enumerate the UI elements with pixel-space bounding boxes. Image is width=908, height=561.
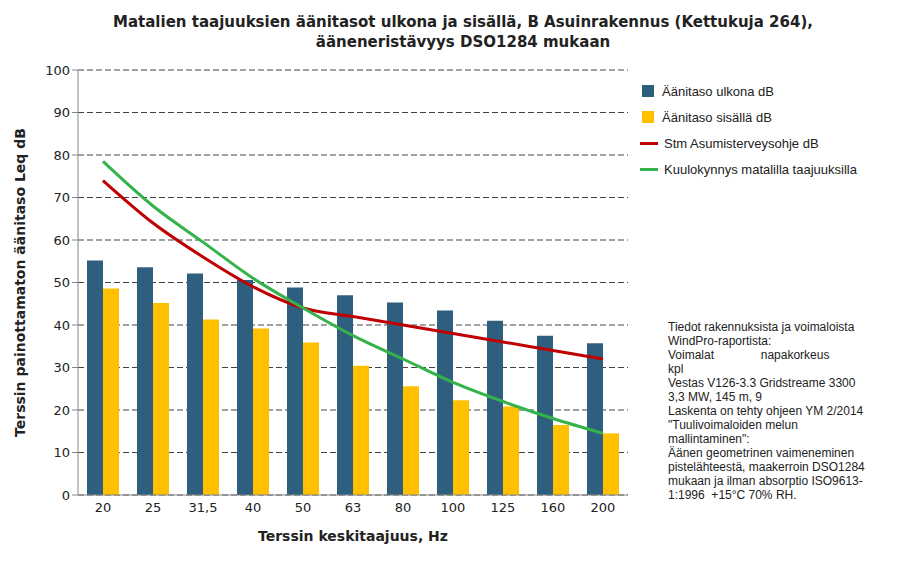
svg-text:10: 10	[53, 445, 70, 460]
svg-text:200: 200	[591, 500, 616, 515]
svg-text:Terssin painottamaton äänitaso: Terssin painottamaton äänitaso Leq dB	[12, 128, 28, 437]
svg-text:80: 80	[53, 148, 70, 163]
html-text:Stm Asumisterveysohje dB: Stm Asumisterveysohje dB	[664, 135, 819, 151]
svg-text:100: 100	[441, 500, 466, 515]
html-text:Laskenta on tehty ohjeen YM 2/: Laskenta on tehty ohjeen YM 2/2014	[668, 404, 864, 418]
html-text:Kuulokynnys matalilla taajuuks: Kuulokynnys matalilla taajuuksilla	[664, 161, 857, 177]
svg-text:30: 30	[53, 360, 70, 375]
html-text:1:1996 +15°C 70% RH.: 1:1996 +15°C 70% RH.	[668, 488, 797, 502]
svg-text:80: 80	[395, 500, 412, 515]
svg-text:0: 0	[62, 488, 70, 503]
svg-text:60: 60	[53, 233, 70, 248]
html-text:Äänitaso sisällä dB: Äänitaso sisällä dB	[662, 109, 772, 125]
html-text:3,3 MW, 145 m, 9: 3,3 MW, 145 m, 9	[668, 390, 762, 404]
svg-text:31,5: 31,5	[189, 500, 218, 515]
html-text:mallintaminen":: mallintaminen":	[668, 432, 750, 446]
svg-text:Terssin keskitaajuus, Hz: Terssin keskitaajuus, Hz	[258, 528, 448, 544]
html-text:Äänen geometrinen vaimeneminen: Äänen geometrinen vaimeneminen	[668, 446, 855, 460]
html-text:Tiedot rakennuksista ja voimal: Tiedot rakennuksista ja voimaloista	[668, 320, 855, 334]
html-text:WindPro-raportista:: WindPro-raportista:	[668, 334, 772, 348]
html-text:mukaan ja ilman absorptio ISO9: mukaan ja ilman absorptio ISO9613-	[668, 474, 863, 488]
html-text:Vestas V126-3.3 Gridstreame 33: Vestas V126-3.3 Gridstreame 3300	[668, 376, 856, 390]
svg-text:70: 70	[53, 190, 70, 205]
html-text:Äänitaso ulkona dB: Äänitaso ulkona dB	[662, 83, 774, 99]
html-text:Matalien taajuuksien äänitasot: Matalien taajuuksien äänitasot ulkona ja…	[113, 13, 813, 51]
svg-text:25: 25	[145, 500, 162, 515]
svg-text:125: 125	[491, 500, 516, 515]
svg-text:160: 160	[541, 500, 566, 515]
html-text:Voimalat napakorkeus: Voimalat napakorkeus	[668, 348, 830, 362]
svg-text:50: 50	[53, 275, 70, 290]
svg-text:50: 50	[295, 500, 312, 515]
svg-text:40: 40	[53, 318, 70, 333]
svg-text:20: 20	[53, 403, 70, 418]
html-text:pistelähteestä, maakerroin DSO: pistelähteestä, maakerroin DSO1284	[668, 460, 865, 474]
svg-text:40: 40	[245, 500, 262, 515]
svg-text:63: 63	[345, 500, 362, 515]
svg-text:100: 100	[45, 63, 70, 78]
svg-text:90: 90	[53, 105, 70, 120]
html-text:kpl: kpl	[668, 362, 684, 376]
html-text:"Tuulivoimaloiden melun: "Tuulivoimaloiden melun	[668, 418, 798, 432]
svg-text:20: 20	[95, 500, 112, 515]
